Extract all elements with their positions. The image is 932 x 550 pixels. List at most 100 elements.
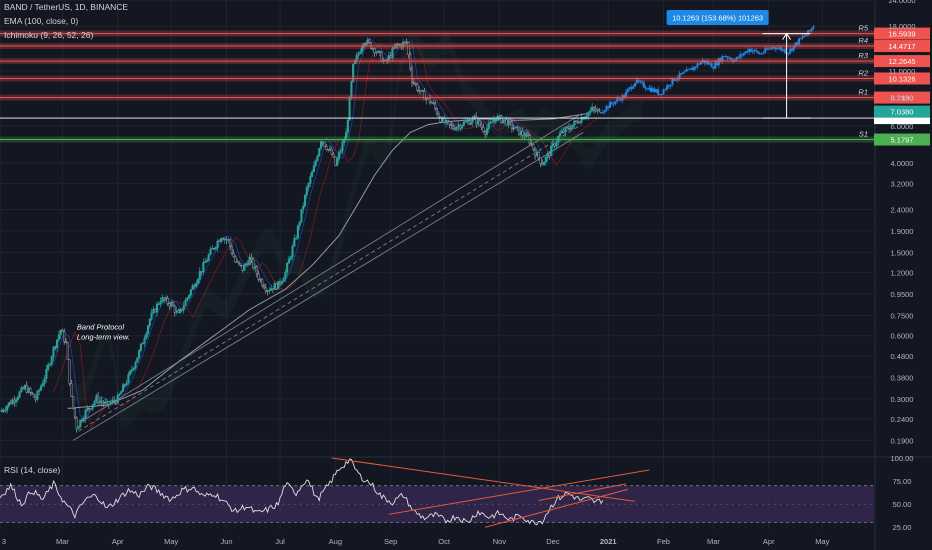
price-tick-9: 1.5000	[891, 248, 914, 257]
candle-body-201	[357, 53, 360, 56]
price-tag-bg-1[interactable]	[874, 40, 930, 53]
projection-body-436	[776, 48, 779, 50]
candle-body-193	[343, 139, 346, 143]
candle-body-63	[111, 399, 114, 403]
channel-line-1[interactable]	[78, 124, 582, 432]
candle-body-323	[575, 120, 578, 122]
current-price-tag-bg[interactable]	[874, 105, 930, 118]
candle-body-334	[594, 108, 597, 112]
candle-body-108	[191, 285, 194, 291]
price-tag-2: 12.2645	[888, 57, 915, 66]
projection-body-449	[799, 38, 802, 40]
ema-legend[interactable]: EMA (100, close, 0)	[4, 16, 79, 26]
projection-body-364	[648, 87, 651, 90]
price-tag-bg-2[interactable]	[874, 55, 930, 68]
candle-body-233	[414, 82, 417, 85]
time-axis[interactable]: 3 Mar Apr May Jun Jul Aug Sep Oct Nov Dec 2021 Feb Ma…	[2, 537, 830, 546]
candle-body-296	[526, 133, 530, 136]
candle-body-87	[154, 308, 157, 313]
projection-body-378	[673, 78, 676, 81]
channel-line-2[interactable]	[85, 114, 580, 420]
candle-body-312	[555, 141, 558, 147]
candle-body-113	[200, 271, 203, 273]
candle-body-43	[75, 417, 78, 430]
candle-body-4	[6, 405, 9, 411]
candle-body-119	[211, 247, 214, 250]
time-tick-8: Oct	[438, 537, 451, 546]
time-tick-13: Mar	[707, 537, 720, 546]
candle-body-68	[120, 391, 123, 395]
price-tick-14: 0.4800	[891, 352, 914, 361]
candle-body-96	[170, 302, 173, 307]
rsi-tick-0: 100.00	[891, 454, 914, 463]
candle-body-231	[410, 68, 414, 83]
projection-body-404	[719, 58, 722, 62]
symbol-legend[interactable]: BAND / TetherUS, 1D, BINANCE	[4, 2, 129, 12]
level-label-3: R2	[858, 68, 868, 77]
rsi-tick-1: 75.00	[893, 477, 912, 486]
candle-body-171	[303, 194, 307, 207]
candle-body-39	[68, 359, 71, 384]
candle-body-235	[418, 90, 421, 92]
projection-body-366	[651, 88, 654, 92]
price-tag-bg-0[interactable]	[874, 27, 930, 40]
candle-body-284	[505, 119, 508, 126]
rsi-trendline-3[interactable]	[538, 483, 627, 501]
projection-body-429	[764, 48, 767, 53]
candle-body-12	[20, 387, 23, 393]
candle-body-47	[82, 418, 85, 422]
trend-channel[interactable]	[72, 114, 584, 441]
projection-body-402	[716, 62, 719, 66]
projection-body-350	[623, 95, 626, 97]
candle-body-198	[352, 63, 355, 82]
candle-body-153	[271, 288, 274, 290]
measure-tool[interactable]: 10.1263 (153.68%) 101263	[666, 10, 811, 119]
candle-body-59	[104, 401, 107, 404]
ichimoku-kumo	[71, 32, 643, 428]
projection-body-341	[607, 106, 610, 108]
candle-body-336	[598, 109, 601, 112]
ichimoku-legend[interactable]: Ichimoku (9, 26, 52, 26)	[4, 30, 94, 40]
price-tag-bg-3[interactable]	[874, 72, 930, 85]
price-tick-7: 2.4000	[891, 206, 914, 215]
projection-body-382	[680, 73, 683, 75]
price-tag-bg-6[interactable]	[874, 133, 930, 146]
candle-body-220	[391, 48, 394, 58]
time-tick-3: May	[164, 537, 178, 546]
projection-body-453	[807, 30, 810, 35]
candle-body-60	[105, 401, 109, 403]
candle-body-290	[516, 126, 519, 128]
candle-body-285	[507, 119, 510, 126]
candle-body-71	[125, 382, 128, 386]
projection-body-352	[626, 89, 629, 92]
candle-body-211	[375, 52, 378, 54]
candle-body-125	[221, 238, 225, 241]
projection-body-359	[639, 81, 642, 83]
measure-label-bg[interactable]	[666, 10, 769, 25]
channel-line-0[interactable]	[72, 132, 584, 441]
price-axis[interactable]: 24.0000 18.0000 11.0000 8.2000 6.0000 4.0000 3…	[888, 0, 915, 532]
candle-body-51	[89, 408, 93, 410]
candle-body-80	[141, 343, 144, 345]
rsi-trendline-1[interactable]	[388, 469, 650, 515]
rsi-legend[interactable]: RSI (14, close)	[4, 465, 61, 475]
candle-body-117	[207, 254, 210, 261]
rsi-tick-3: 25.00	[893, 523, 912, 532]
sr-levels[interactable]: R5 16.5939 R4 14.4717 R3 12.2645 R2 10.1326 R1 8.…	[0, 24, 930, 146]
price-tag-bg-4[interactable]	[874, 91, 930, 104]
candle-body-23	[39, 385, 43, 391]
rsi-trendline-0[interactable]	[331, 457, 636, 502]
candle-body-21	[36, 390, 39, 400]
candle-body-154	[273, 283, 276, 290]
candle-body-258	[459, 125, 462, 129]
candle-body-58	[102, 401, 105, 404]
candle-body-38	[66, 342, 69, 360]
rsi-trendline-2[interactable]	[485, 488, 628, 528]
projection-body-375	[667, 85, 670, 87]
candle-body-316	[562, 130, 565, 133]
projection-body-392	[698, 63, 701, 65]
projection-body-440	[783, 49, 786, 53]
